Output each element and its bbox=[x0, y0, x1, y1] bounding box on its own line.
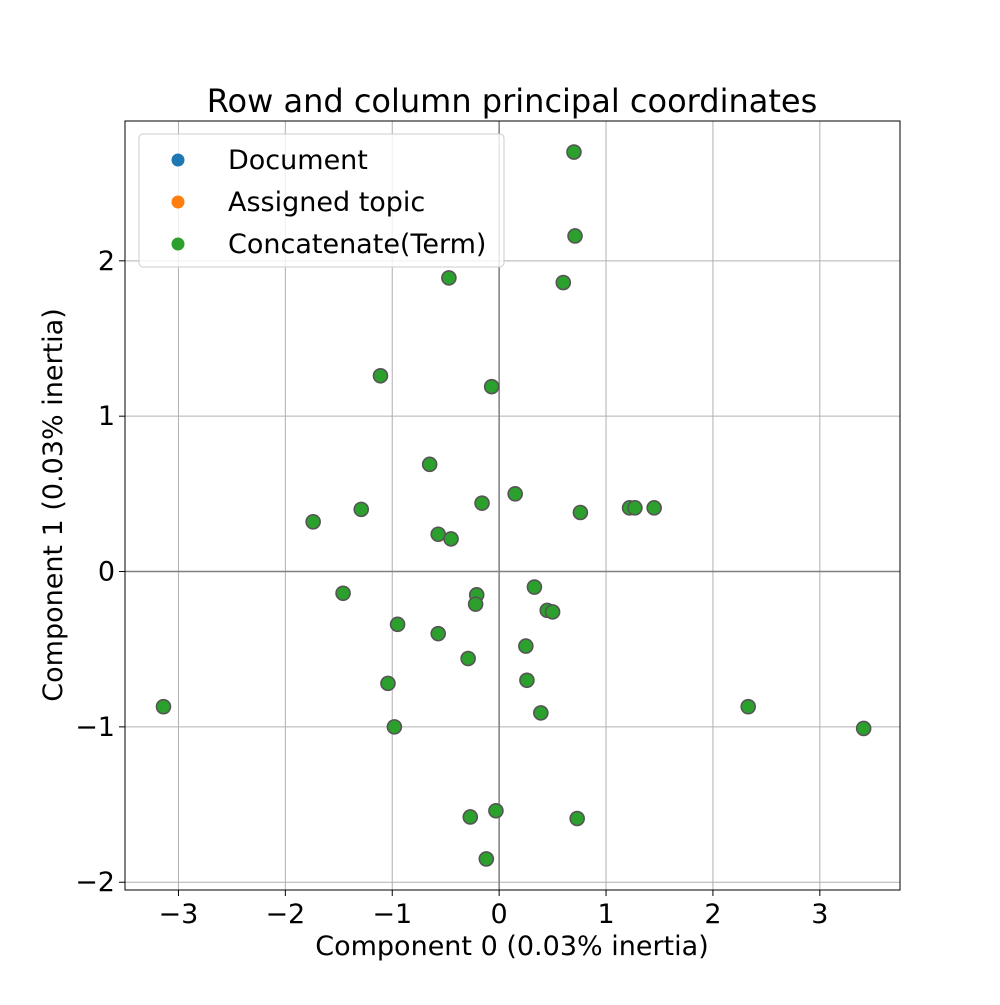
scatter-point bbox=[467, 596, 484, 612]
scatter-point bbox=[353, 501, 370, 518]
legend-label: Document bbox=[228, 145, 368, 176]
y-tick-label: 1 bbox=[98, 401, 115, 432]
scatter-point bbox=[567, 228, 583, 244]
scatter-point bbox=[566, 144, 582, 160]
scatter-point bbox=[646, 500, 662, 516]
scatter-point bbox=[478, 851, 495, 867]
scatter-point bbox=[380, 675, 396, 692]
scatter-point bbox=[488, 802, 504, 819]
legend-label: Assigned topic bbox=[228, 187, 425, 218]
scatter-point bbox=[430, 526, 447, 543]
scatter-point bbox=[569, 810, 585, 827]
scatter-point bbox=[430, 625, 447, 642]
scatter-point bbox=[155, 698, 172, 715]
legend-marker bbox=[171, 153, 185, 167]
scatter-point bbox=[389, 616, 406, 633]
x-tick-label: −3 bbox=[159, 899, 199, 930]
legend-marker bbox=[171, 237, 185, 251]
scatter-point bbox=[507, 486, 523, 502]
x-tick-label: −2 bbox=[265, 899, 305, 930]
scatter-point bbox=[386, 719, 403, 735]
scatter-point bbox=[627, 500, 643, 516]
scatter-point bbox=[305, 514, 321, 530]
x-tick-label: 3 bbox=[811, 899, 828, 930]
scatter-point bbox=[443, 531, 459, 547]
y-tick-label: −2 bbox=[75, 867, 115, 898]
scatter-point bbox=[572, 504, 589, 521]
y-tick-label: −1 bbox=[75, 712, 115, 743]
legend: Document Assigned topic Concatenate(Term) bbox=[138, 133, 505, 268]
x-tick-label: 1 bbox=[597, 899, 614, 930]
x-axis-label: Component 0 (0.03% inertia) bbox=[315, 931, 708, 962]
scatter-point bbox=[441, 270, 457, 286]
y-tick-label: 2 bbox=[98, 246, 115, 277]
scatter-point bbox=[474, 495, 490, 511]
axis-ticks: −3 −2 −1 0 1 2 3 −2 −1 0 1 2 bbox=[75, 246, 828, 930]
scatter-point bbox=[533, 705, 549, 721]
plot-frame bbox=[124, 120, 901, 891]
scatter-point bbox=[462, 809, 479, 825]
data-points bbox=[155, 144, 872, 867]
legend-marker bbox=[171, 195, 185, 209]
scatter-point bbox=[335, 585, 351, 602]
legend-box bbox=[138, 133, 505, 268]
scatter-point bbox=[421, 456, 438, 473]
scatter-point bbox=[544, 604, 561, 620]
legend-label: Concatenate(Term) bbox=[228, 229, 486, 260]
x-tick-label: −1 bbox=[372, 899, 412, 930]
scatter-point bbox=[855, 720, 872, 737]
x-tick-label: 2 bbox=[704, 899, 721, 930]
scatter-point bbox=[518, 638, 534, 654]
scatter-point bbox=[526, 579, 543, 595]
y-tick-label: 0 bbox=[98, 557, 115, 588]
chart-title: Row and column principal coordinates bbox=[207, 82, 818, 120]
scatter-point bbox=[460, 650, 476, 667]
x-tick-label: 0 bbox=[491, 899, 508, 930]
scatter-point bbox=[555, 274, 572, 291]
y-axis-label: Component 1 (0.03% inertia) bbox=[38, 308, 69, 701]
scatter-point bbox=[519, 672, 535, 689]
scatter-point bbox=[483, 378, 500, 395]
scatter-point bbox=[372, 367, 389, 384]
scatter-point bbox=[740, 698, 757, 715]
